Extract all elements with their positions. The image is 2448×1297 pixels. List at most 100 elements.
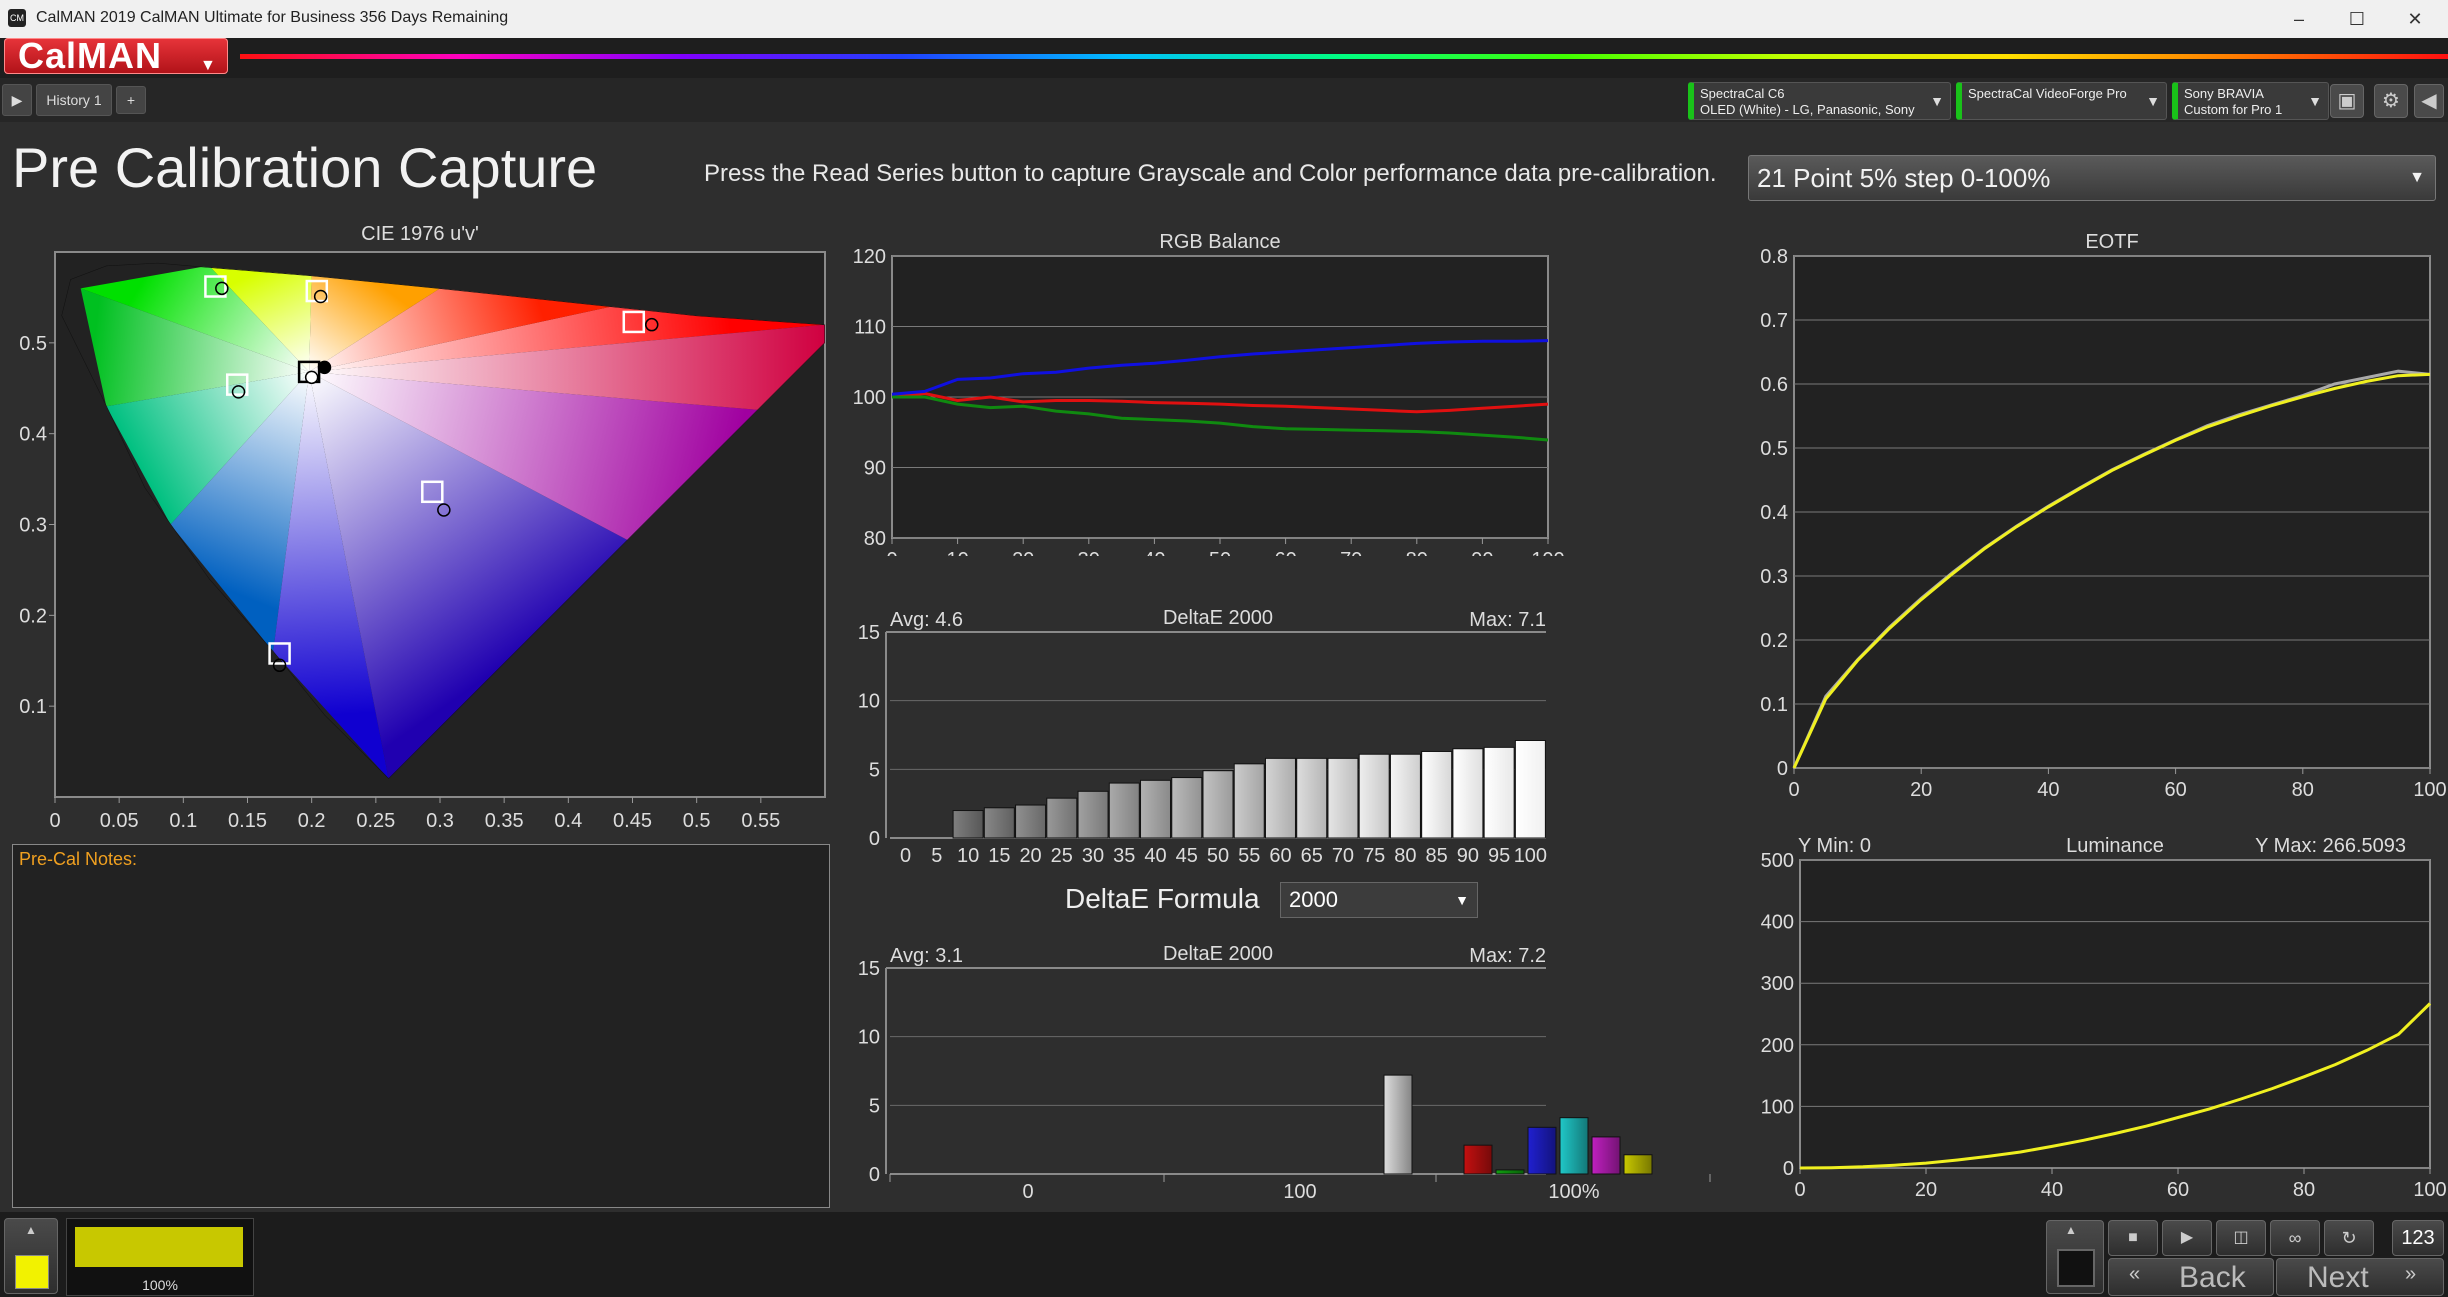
play-button[interactable]: ▶ <box>2162 1220 2212 1256</box>
series-select[interactable]: 21 Point 5% step 0-100% ▼ <box>1748 155 2436 201</box>
x-tick-label: 60 <box>1274 549 1296 556</box>
display-control-icon[interactable]: ▣ <box>2330 84 2364 118</box>
cie-chart: CIE 1976 u'v' 0 0.05 0.1 0.15 0.2 0.25 0.3 0.35… <box>19 223 826 832</box>
luma-ymin-label: Y Min: 0 <box>1798 835 1871 857</box>
x-tick-label: 100 <box>2413 1179 2446 1201</box>
target-magenta <box>421 480 444 504</box>
stop-button[interactable]: ■ <box>2108 1220 2158 1256</box>
step-counter[interactable]: 123 <box>2392 1220 2444 1256</box>
patch-label: 100% <box>142 1277 178 1293</box>
bar-cyan <box>1559 1117 1589 1175</box>
max-label: Max: 7.1 <box>1469 609 1546 631</box>
gamut-slice <box>106 371 310 525</box>
x-tick-label: 0.5 <box>683 810 711 832</box>
x-tick-label: 70 <box>1332 845 1354 867</box>
x-tick-label: 80 <box>1394 845 1416 867</box>
x-tick-label: 80 <box>1406 549 1428 556</box>
gamut-slice <box>80 288 310 407</box>
x-tick-label: 40 <box>2041 1179 2063 1201</box>
x-tick-label: 100 <box>1514 845 1547 867</box>
y-tick-label: 0.3 <box>19 515 47 537</box>
x-tick-label: 0.4 <box>554 810 582 832</box>
notes-panel[interactable]: Pre-Cal Notes: <box>12 844 830 1208</box>
refresh-icon[interactable]: ↻ <box>2324 1220 2374 1256</box>
target-blue <box>268 642 291 665</box>
chevron-down-icon: ▼ <box>1455 892 1469 908</box>
x-tick-label: 10 <box>946 549 968 556</box>
notes-label: Pre-Cal Notes: <box>19 849 138 869</box>
bar-100 <box>1514 739 1546 839</box>
x-tick-label: 40 <box>1143 549 1165 556</box>
gamut-slice <box>309 275 440 372</box>
calman-menu-button[interactable]: CalMAN ▼ <box>4 38 228 74</box>
bar-white <box>1383 1074 1413 1175</box>
play-icon[interactable]: ▶ <box>2 84 32 116</box>
continuous-button[interactable]: ∞ <box>2270 1220 2320 1256</box>
series-line-blue <box>891 339 1549 396</box>
minimize-button[interactable]: – <box>2293 9 2304 29</box>
x-tick-label: 85 <box>1426 845 1448 867</box>
bottom-bar <box>0 1212 2448 1297</box>
source-window-button[interactable]: ▲ <box>2046 1220 2104 1294</box>
bar-60 <box>1264 757 1296 839</box>
device-mode: OLED (White) - LG, Panasonic, Sony <box>1700 102 1915 117</box>
chevron-down-icon: ▼ <box>200 57 216 74</box>
gamut-slice <box>309 288 633 372</box>
add-tab-button[interactable]: + <box>116 86 146 114</box>
series-line-red <box>891 391 1549 414</box>
y-tick-label: 0.4 <box>19 424 47 446</box>
measured-yellow <box>313 289 328 304</box>
collapse-left-icon[interactable]: ◀ <box>2414 84 2444 118</box>
device-name: SpectraCal C6 <box>1700 86 1785 101</box>
y-tick-label: 0.5 <box>19 333 47 355</box>
x-tick-label: 0.55 <box>741 810 780 832</box>
x-tick-label: 0 <box>900 845 911 867</box>
y-tick-label: 100 <box>853 387 886 409</box>
x-tick-label: 20 <box>1019 845 1041 867</box>
series-line-measured <box>1792 372 2431 769</box>
measured-white-ref <box>317 360 332 375</box>
patch-thumbnail[interactable]: 100% <box>66 1218 254 1296</box>
y-tick-label: 200 <box>1761 1035 1794 1057</box>
measured-red <box>645 317 659 332</box>
target-red <box>622 310 646 334</box>
x-tick-label: 10 <box>957 845 979 867</box>
chart-title: RGB Balance <box>1159 231 1280 253</box>
device-display[interactable]: Sony BRAVIA Custom for Pro 1 ▼ <box>2172 82 2329 120</box>
swatch-toggle-button[interactable]: ▲ <box>4 1218 58 1294</box>
y-tick-label: 0.4 <box>1760 502 1788 524</box>
bar-40 <box>1140 779 1172 839</box>
x-tick-label: 0 <box>1022 1181 1033 1203</box>
chevron-down-icon: ▼ <box>1930 93 1944 109</box>
x-tick-label: 35 <box>1113 845 1135 867</box>
back-button[interactable]: « Back <box>2108 1258 2274 1296</box>
device-meter[interactable]: SpectraCal C6 OLED (White) - LG, Panason… <box>1688 82 1951 120</box>
y-tick-label: 0.2 <box>1760 630 1788 652</box>
tab-history-1[interactable]: History 1 <box>36 84 112 116</box>
close-button[interactable]: ✕ <box>2407 9 2423 29</box>
cie-ticks: 0 0.05 0.1 0.15 0.2 0.25 0.3 0.35 0.4 0.45 0.5 0.55… <box>19 333 780 832</box>
bar-red <box>1463 1144 1493 1175</box>
maximize-button[interactable]: ☐ <box>2348 9 2366 29</box>
chevron-up-icon: ▲ <box>2065 1223 2077 1237</box>
y-tick-label: 0.1 <box>19 696 47 718</box>
chevron-down-icon: ▼ <box>2146 93 2160 109</box>
x-tick-label: 50 <box>1207 845 1229 867</box>
next-button[interactable]: Next » <box>2276 1258 2444 1296</box>
x-tick-label: 45 <box>1176 845 1198 867</box>
gear-icon[interactable]: ⚙ <box>2374 84 2408 118</box>
x-tick-label: 5 <box>931 845 942 867</box>
x-tick-label: 60 <box>1269 845 1291 867</box>
logo-text: CalMAN <box>18 35 163 76</box>
bar-25 <box>1046 797 1078 839</box>
bar-green <box>1495 1169 1525 1175</box>
device-name: SpectraCal VideoForge Pro <box>1968 86 2127 101</box>
bar-90 <box>1452 748 1484 839</box>
y-tick-label: 0.1 <box>1760 694 1788 716</box>
deltae-formula-select[interactable]: 2000 ▼ <box>1280 882 1478 918</box>
x-tick-label: 30 <box>1078 549 1100 556</box>
bar-55 <box>1233 763 1265 839</box>
device-generator[interactable]: SpectraCal VideoForge Pro ▼ <box>1956 82 2167 120</box>
read-series-button[interactable]: ◫ <box>2216 1220 2266 1256</box>
